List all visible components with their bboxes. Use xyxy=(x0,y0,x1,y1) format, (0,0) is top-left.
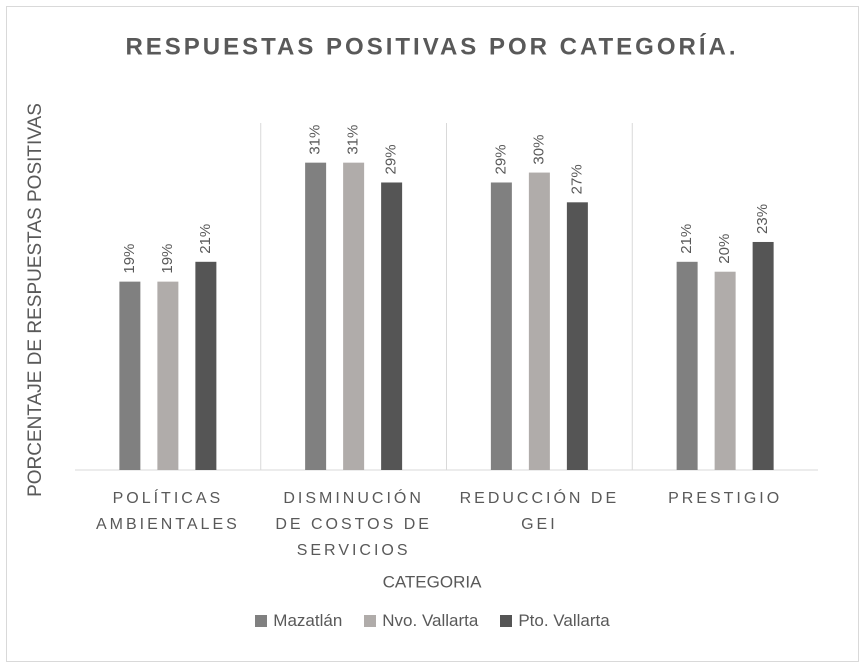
data-label: 31% xyxy=(345,125,362,155)
legend-label: Pto. Vallarta xyxy=(518,611,610,630)
legend-entry: Nvo. Vallarta xyxy=(364,611,478,631)
legend-label: Mazatlán xyxy=(273,611,343,630)
bar xyxy=(676,261,698,470)
data-label: 31% xyxy=(307,125,324,155)
data-label: 19% xyxy=(121,244,138,274)
x-tick-label: REDUCCIÓN DE GEI xyxy=(459,490,620,533)
legend-label: Nvo. Vallarta xyxy=(382,611,479,630)
legend-swatch xyxy=(500,615,513,627)
x-tick-label: PRESTIGIO xyxy=(668,490,783,507)
bar xyxy=(381,182,403,470)
legend-swatch xyxy=(255,615,268,627)
x-axis-title: CATEGORIA xyxy=(383,572,483,591)
data-label: 20% xyxy=(716,234,733,264)
data-label: 21% xyxy=(678,224,695,254)
data-label: 23% xyxy=(754,204,771,234)
x-tick-label: POLÍTICAS AMBIENTALES xyxy=(95,490,240,533)
bar xyxy=(528,172,550,471)
bar xyxy=(714,271,736,470)
y-axis-title: PORCENTAJE DE RESPUESTAS POSITIVAS xyxy=(25,103,46,497)
data-label: 27% xyxy=(568,164,585,194)
legend-entry: Pto. Vallarta xyxy=(500,611,610,631)
bar xyxy=(119,281,141,470)
bar xyxy=(490,182,512,470)
legend-entry: Mazatlán xyxy=(255,611,342,631)
bar xyxy=(305,162,327,470)
data-label: 21% xyxy=(197,224,214,254)
legend-swatch xyxy=(364,615,377,627)
bar xyxy=(752,241,774,470)
bar xyxy=(566,202,588,471)
bar xyxy=(195,261,217,470)
data-label: 30% xyxy=(530,135,547,165)
data-label: 29% xyxy=(383,144,400,174)
legend: Mazatlán Nvo. Vallarta Pto. Vallarta xyxy=(0,611,865,631)
bar xyxy=(343,162,365,470)
bar xyxy=(157,281,179,470)
data-label: 19% xyxy=(159,244,176,274)
data-label: 29% xyxy=(492,144,509,174)
x-tick-label: DISMINUCIÓN DE COSTOS DE SERVICIOS xyxy=(275,490,432,559)
chart-title: RESPUESTAS POSITIVAS POR CATEGORÍA. xyxy=(125,32,738,60)
